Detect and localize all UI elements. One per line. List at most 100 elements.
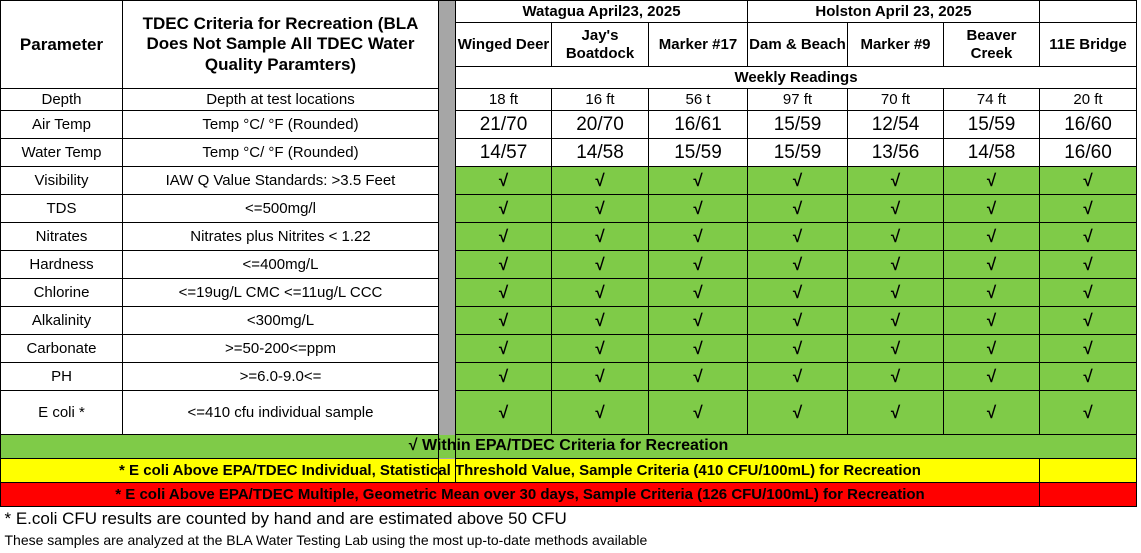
check-cell: √ [1039, 250, 1137, 279]
parameter-cell: Air Temp [0, 110, 123, 139]
temp-cell: 14/57 [455, 138, 552, 167]
check-cell: √ [747, 222, 848, 251]
check-cell: √ [943, 278, 1040, 307]
check-cell: √ [648, 222, 748, 251]
check-cell: √ [943, 362, 1040, 391]
parameter-cell: PH [0, 362, 123, 391]
temp-cell: 15/59 [747, 110, 848, 139]
criteria-cell: >=50-200<=ppm [122, 334, 439, 363]
criteria-cell: <300mg/L [122, 306, 439, 335]
ecoli-note: * E.coli CFU results are counted by hand… [4, 508, 567, 528]
check-cell: √ [847, 390, 944, 435]
temp-cell: 16/60 [1039, 110, 1137, 139]
check-cell: √ [455, 250, 552, 279]
parameter-cell: TDS [0, 194, 123, 223]
parameter-cell: Alkalinity [0, 306, 123, 335]
empty-cell [1039, 0, 1137, 23]
check-cell: √ [847, 250, 944, 279]
site-header: Jay's Boatdock [551, 22, 649, 67]
criteria-cell: Nitrates plus Nitrites < 1.22 [122, 222, 439, 251]
temp-cell: 15/59 [648, 138, 748, 167]
site-header: Marker #17 [648, 22, 748, 67]
table-row: E coli * <=410 cfu individual sample √ √ √ √ √… [0, 390, 1137, 435]
check-cell: √ [747, 166, 848, 195]
check-cell: √ [551, 390, 649, 435]
holston-group-header: Holston April 23, 2025 [747, 0, 1040, 23]
check-cell: √ [455, 362, 552, 391]
table-row: Depth Depth at test locations 18 ft 16 ft 56… [0, 88, 1137, 111]
check-cell: √ [551, 250, 649, 279]
temp-cell: 20/70 [551, 110, 649, 139]
check-cell: √ [648, 362, 748, 391]
check-cell: √ [1039, 306, 1137, 335]
site-header: Beaver Creek [943, 22, 1040, 67]
check-cell: √ [943, 222, 1040, 251]
parameter-cell: Depth [0, 88, 123, 111]
criteria-header: TDEC Criteria for Recreation (BLA Does N… [122, 0, 439, 89]
temp-cell: 16/60 [1039, 138, 1137, 167]
site-header: Winged Deer [455, 22, 552, 67]
check-cell: √ [943, 390, 1040, 435]
legend-individual-threshold: * E coli Above EPA/TDEC Individual, Stat… [0, 458, 1040, 483]
check-cell: √ [648, 334, 748, 363]
check-cell: √ [943, 250, 1040, 279]
depth-cell: 56 t [648, 88, 748, 111]
check-cell: √ [847, 334, 944, 363]
temp-cell: 15/59 [943, 110, 1040, 139]
criteria-cell: <=500mg/l [122, 194, 439, 223]
check-cell: √ [1039, 278, 1137, 307]
table-row: Carbonate >=50-200<=ppm √ √ √ √ √ √ √ [0, 334, 1137, 363]
check-cell: √ [455, 222, 552, 251]
criteria-cell: Depth at test locations [122, 88, 439, 111]
table-row: Chlorine <=19ug/L CMC <=11ug/L CCC √ √ √ √ √ √ √ [0, 278, 1137, 307]
criteria-cell: <=400mg/L [122, 250, 439, 279]
check-cell: √ [455, 334, 552, 363]
check-cell: √ [847, 194, 944, 223]
check-cell: √ [648, 390, 748, 435]
check-cell: √ [1039, 334, 1137, 363]
check-cell: √ [648, 306, 748, 335]
depth-cell: 20 ft [1039, 88, 1137, 111]
temp-cell: 13/56 [847, 138, 944, 167]
check-cell: √ [1039, 390, 1137, 435]
table-row: TDS <=500mg/l √ √ √ √ √ √ √ [0, 194, 1137, 223]
depth-cell: 16 ft [551, 88, 649, 111]
parameter-cell: Hardness [0, 250, 123, 279]
check-cell: √ [455, 278, 552, 307]
legend-geometric-mean: * E coli Above EPA/TDEC Multiple, Geomet… [0, 482, 1040, 507]
parameter-cell: Water Temp [0, 138, 123, 167]
legend-within-criteria: √ Within EPA/TDEC Criteria for Recreatio… [0, 434, 1137, 459]
lab-note: These samples are analyzed at the BLA Wa… [4, 532, 648, 549]
criteria-cell: >=6.0-9.0<= [122, 362, 439, 391]
check-cell: √ [747, 250, 848, 279]
check-cell: √ [747, 390, 848, 435]
parameter-cell: Carbonate [0, 334, 123, 363]
check-cell: √ [747, 278, 848, 307]
check-cell: √ [1039, 166, 1137, 195]
site-header: 11E Bridge [1039, 22, 1137, 67]
check-cell: √ [747, 362, 848, 391]
temp-cell: 12/54 [847, 110, 944, 139]
legend-individual-threshold-end [1039, 458, 1137, 483]
table-row: Nitrates Nitrates plus Nitrites < 1.22 √ √ √… [0, 222, 1137, 251]
parameter-cell: Chlorine [0, 278, 123, 307]
site-header: Dam & Beach [747, 22, 848, 67]
depth-cell: 97 ft [747, 88, 848, 111]
check-cell: √ [648, 194, 748, 223]
check-cell: √ [648, 166, 748, 195]
parameter-cell: Nitrates [0, 222, 123, 251]
criteria-cell: <=410 cfu individual sample [122, 390, 439, 435]
parameter-cell: Visibility [0, 166, 123, 195]
check-cell: √ [847, 306, 944, 335]
check-cell: √ [648, 250, 748, 279]
criteria-cell: <=19ug/L CMC <=11ug/L CCC [122, 278, 439, 307]
site-header: Marker #9 [847, 22, 944, 67]
check-cell: √ [455, 166, 552, 195]
check-cell: √ [1039, 194, 1137, 223]
check-cell: √ [551, 278, 649, 307]
criteria-cell: Temp °C/ °F (Rounded) [122, 110, 439, 139]
check-cell: √ [551, 306, 649, 335]
temp-cell: 16/61 [648, 110, 748, 139]
check-cell: √ [551, 194, 649, 223]
